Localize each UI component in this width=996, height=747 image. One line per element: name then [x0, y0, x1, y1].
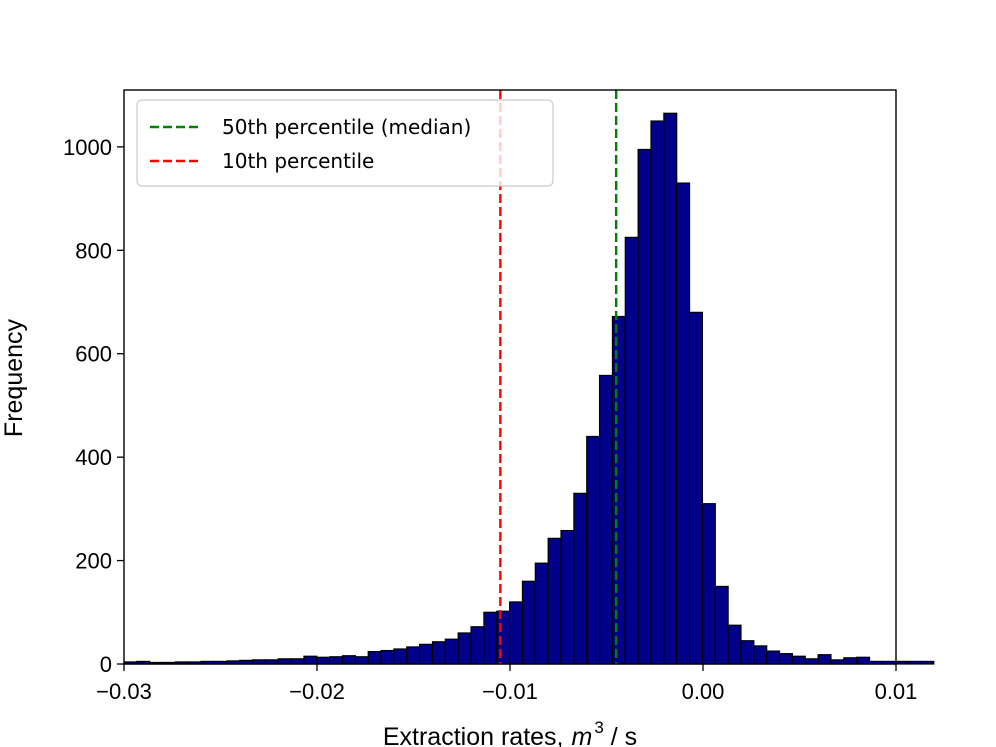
- y-tick-label: 800: [75, 238, 112, 263]
- x-tick-label: −0.01: [482, 679, 538, 704]
- histogram-bar: [611, 315, 626, 665]
- histogram-bar: [277, 658, 292, 665]
- y-tick-label: 200: [75, 549, 112, 574]
- histogram-bar: [650, 120, 665, 665]
- y-axis-label: Frequency: [0, 318, 28, 437]
- histogram-bar: [470, 626, 485, 665]
- bars-group: [123, 112, 935, 665]
- histogram-bar: [817, 654, 832, 665]
- histogram-bar: [290, 658, 305, 665]
- histogram-bar: [637, 148, 652, 665]
- legend: 50th percentile (median) 10th percentile: [136, 99, 554, 187]
- histogram-bar: [920, 660, 935, 665]
- histogram-bar: [354, 656, 369, 665]
- x-tick-label: −0.03: [96, 679, 152, 704]
- histogram-bar: [701, 503, 716, 665]
- legend-median-label: 50th percentile (median): [222, 115, 471, 139]
- histogram-bar: [380, 649, 395, 665]
- y-tick-label: 400: [75, 445, 112, 470]
- histogram-bar: [509, 601, 524, 665]
- histogram-bar: [778, 653, 793, 665]
- histogram-bar: [714, 585, 729, 665]
- y-axis-ticks: 0 200 400 600 800 1000: [63, 135, 124, 677]
- histogram-bar: [534, 562, 549, 665]
- x-axis-ticks: −0.03 −0.02 −0.01 0.00 0.01: [96, 664, 917, 704]
- y-tick-label: 0: [100, 652, 112, 677]
- histogram-bar: [457, 632, 472, 665]
- histogram-bar: [727, 624, 742, 665]
- histogram-bar: [393, 648, 408, 665]
- x-axis-label-superscript: 3: [594, 718, 603, 737]
- x-axis-label: Extraction rates, m 3 / s: [383, 718, 637, 747]
- histogram-bar: [367, 650, 382, 665]
- histogram-bar: [444, 638, 459, 665]
- x-tick-label: −0.02: [289, 679, 345, 704]
- x-axis-label-unit: / s: [604, 723, 637, 747]
- histogram-bar: [521, 580, 536, 665]
- histogram-bar: [431, 641, 446, 665]
- histogram-bar: [624, 236, 639, 665]
- histogram-bar: [573, 492, 588, 665]
- histogram-bar: [316, 656, 331, 665]
- x-axis-label-text: Extraction rates,: [383, 723, 564, 747]
- histogram-bar: [843, 657, 858, 665]
- histogram-bar: [341, 655, 356, 665]
- x-axis-label-math: m: [572, 723, 593, 747]
- histogram-bar: [560, 529, 575, 665]
- x-tick-label: 0.01: [875, 679, 918, 704]
- legend-10th-label: 10th percentile: [222, 149, 374, 173]
- histogram-bar: [303, 655, 318, 665]
- histogram-bar: [329, 656, 344, 665]
- histogram-bar: [547, 537, 562, 665]
- histogram-bar: [688, 311, 704, 665]
- histogram-bar: [766, 650, 781, 665]
- y-tick-label: 1000: [63, 135, 112, 160]
- histogram-bar: [894, 660, 909, 665]
- histogram-bar: [483, 611, 498, 665]
- histogram-bar: [753, 645, 768, 665]
- histogram-bar: [406, 646, 421, 665]
- x-tick-label: 0.00: [682, 679, 725, 704]
- histogram-bar: [856, 656, 871, 665]
- legend-box: [136, 99, 554, 187]
- histogram-bar: [586, 435, 601, 665]
- histogram-bar: [676, 182, 691, 665]
- histogram-bar: [598, 374, 614, 665]
- histogram-bar: [907, 660, 922, 665]
- histogram-bar: [496, 610, 511, 665]
- histogram-bar: [663, 112, 678, 665]
- y-tick-label: 600: [75, 342, 112, 367]
- histogram-bar: [740, 640, 755, 665]
- histogram-bar: [419, 643, 434, 665]
- histogram-bar: [791, 655, 806, 665]
- histogram-bar: [804, 658, 819, 665]
